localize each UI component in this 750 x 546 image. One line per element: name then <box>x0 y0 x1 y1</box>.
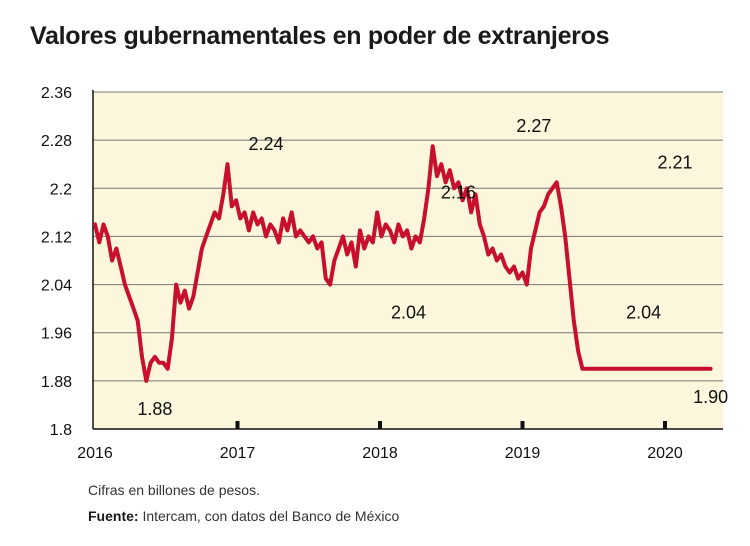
x-tick-label: 2017 <box>220 445 256 462</box>
line-chart: 1.81.881.962.042.122.22.282.36 2016 2017 2… <box>41 85 728 462</box>
x-tick-label: 2016 <box>77 445 113 462</box>
y-tick-label: 2.28 <box>41 133 72 150</box>
y-tick-label: 1.88 <box>41 374 72 391</box>
x-tick-label: 2020 <box>647 445 683 462</box>
data-label: 2.04 <box>626 303 661 323</box>
source-text: Intercam, con datos del Banco de México <box>138 508 400 524</box>
plot-background <box>93 92 723 429</box>
data-label: 2.16 <box>441 182 476 202</box>
y-tick-label: 2.2 <box>50 181 72 198</box>
x-tick <box>663 421 667 429</box>
y-tick-label: 1.96 <box>41 326 72 343</box>
chart-title: Valores gubernamentales en poder de extr… <box>30 22 610 50</box>
data-label: 2.24 <box>248 134 283 154</box>
y-axis: 1.8 1.88 1.96 2.04 2.12 2.2 2.28 2.36 <box>41 85 94 439</box>
source-line: Fuente: Intercam, con datos del Banco de… <box>88 508 399 524</box>
data-label: 2.04 <box>391 303 426 323</box>
data-label: 1.88 <box>137 399 172 419</box>
x-tick-label: 2018 <box>362 445 398 462</box>
data-label: 2.21 <box>657 152 692 172</box>
x-axis: 2016 2017 2018 2019 2020 <box>77 421 723 462</box>
x-tick-label: 2019 <box>505 445 541 462</box>
data-label: 1.90 <box>693 387 728 407</box>
series-line <box>93 144 713 383</box>
y-tick-label: 2.36 <box>41 85 72 102</box>
data-label: 2.27 <box>516 116 551 136</box>
x-tick <box>235 421 240 429</box>
x-tick <box>520 421 525 429</box>
y-tick-label: 2.04 <box>41 278 72 295</box>
x-tick <box>378 421 382 429</box>
source-label: Fuente: <box>88 508 139 524</box>
y-tick-label: 2.12 <box>41 229 72 246</box>
data-labels: 1.88 2.24 2.04 2.16 2.27 2.04 2.21 1.90 <box>137 116 728 419</box>
footnote: Cifras en billones de pesos. <box>88 482 260 498</box>
y-tick-label: 1.8 <box>50 422 72 439</box>
